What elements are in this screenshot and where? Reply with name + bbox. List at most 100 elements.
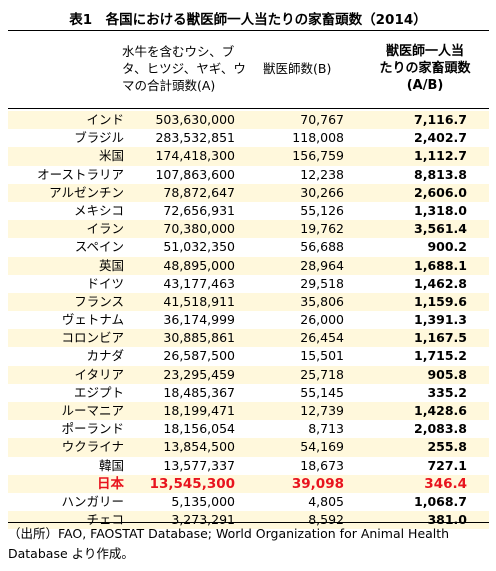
ratio-cell: 1,428.6 — [414, 403, 467, 418]
vets-cell: 12,238 — [300, 166, 344, 182]
country-cell: フランス — [74, 293, 124, 309]
header-ratio-line: (A/B) — [406, 78, 444, 93]
vets-cell: 55,126 — [300, 202, 344, 218]
country-cell: 米国 — [98, 148, 124, 164]
table-row: ルーマニア 18,199,471 12,739 1,428.6 — [8, 402, 489, 421]
country-cell: コロンビア — [61, 330, 124, 346]
ratio-cell: 2,083.8 — [414, 421, 467, 437]
ratio-cell: 1,715.2 — [414, 348, 467, 364]
vets-cell: 4,805 — [308, 493, 344, 509]
table-row: オーストラリア 107,863,600 12,238 8,813.8 — [8, 166, 489, 184]
animals-cell: 36,174,999 — [163, 312, 235, 328]
animals-cell: 48,895,000 — [163, 257, 235, 273]
header-animals: 水牛を含むウシ、ブ タ、ヒツジ、ヤギ、ウ マの合計頭数(A) — [122, 43, 272, 94]
country-cell: イタリア — [74, 366, 124, 382]
table-row: コロンビア 30,885,861 26,454 1,167.5 — [8, 329, 489, 348]
ratio-cell: 1,391.3 — [414, 312, 467, 328]
country-cell: 韓国 — [98, 457, 124, 473]
ratio-cell: 7,116.7 — [414, 112, 467, 127]
country-cell: ハンガリー — [61, 493, 124, 509]
table-row: アルゼンチン 78,872,647 30,266 2,606.0 — [8, 183, 489, 202]
animals-cell: 72,656,931 — [163, 202, 235, 218]
country-cell: チェコ — [86, 512, 124, 528]
table-row: ブラジル 283,532,851 118,008 2,402.7 — [8, 129, 489, 147]
header-animals-line: マの合計頭数(A) — [122, 78, 216, 93]
table-row: チェコ 3,273,291 8,592 381.0 — [8, 511, 489, 530]
header-ratio-line: 獣医師一人当 — [385, 44, 464, 59]
vets-cell: 70,767 — [300, 112, 344, 127]
animals-cell: 174,418,300 — [155, 148, 235, 164]
vets-cell: 156,759 — [292, 148, 344, 164]
animals-cell: 107,863,600 — [155, 166, 235, 182]
header-ratio: 獣医師一人当 たりの家畜頭数 (A/B) — [365, 43, 485, 94]
animals-cell: 30,885,861 — [163, 330, 235, 346]
table-row: エジプト 18,485,367 55,145 335.2 — [8, 384, 489, 402]
animals-cell: 283,532,851 — [155, 130, 235, 146]
ratio-cell: 905.8 — [427, 366, 467, 382]
country-cell: ルーマニア — [61, 403, 124, 418]
animals-cell: 5,135,000 — [171, 493, 235, 509]
table-row: インド 503,630,000 70,767 7,116.7 — [8, 111, 489, 130]
animals-cell: 3,273,291 — [171, 512, 235, 528]
footnote: （出所）FAO, FAOSTAT Database; World Organiz… — [8, 524, 488, 564]
animals-cell: 18,199,471 — [163, 403, 235, 418]
country-cell: ブラジル — [74, 130, 124, 146]
animals-cell: 43,177,463 — [163, 275, 235, 291]
ratio-cell: 335.2 — [427, 384, 467, 400]
ratio-cell: 1,112.7 — [414, 148, 467, 164]
country-cell: インド — [86, 112, 124, 127]
table-row: メキシコ 72,656,931 55,126 1,318.0 — [8, 202, 489, 220]
table-row: 韓国 13,577,337 18,673 727.1 — [8, 457, 489, 475]
vets-cell: 29,518 — [300, 275, 344, 291]
country-cell: 日本 — [97, 475, 124, 492]
animals-cell: 23,295,459 — [163, 366, 235, 382]
vets-cell: 12,739 — [300, 403, 344, 418]
ratio-cell: 1,068.7 — [414, 493, 467, 509]
table-title: 表1 各国における獣医師一人当たりの家畜頭数（2014） — [69, 12, 427, 28]
ratio-cell: 900.2 — [427, 239, 467, 255]
animals-cell: 78,872,647 — [163, 184, 235, 200]
table-row: 日本 13,545,300 39,098 346.4 — [8, 474, 489, 493]
ratio-cell: 2,606.0 — [414, 184, 467, 200]
country-cell: カナダ — [86, 348, 124, 364]
animals-cell: 41,518,911 — [163, 293, 235, 309]
vets-cell: 26,454 — [300, 330, 344, 346]
animals-cell: 13,545,300 — [149, 475, 235, 492]
animals-cell: 503,630,000 — [155, 112, 235, 127]
vets-cell: 35,806 — [300, 293, 344, 309]
country-cell: アルゼンチン — [49, 184, 124, 200]
ratio-cell: 346.4 — [424, 475, 467, 492]
top-rule — [8, 30, 489, 31]
header-animals-line: 水牛を含むウシ、ブ — [122, 44, 235, 59]
vets-cell: 56,688 — [300, 239, 344, 255]
vets-cell: 54,169 — [300, 439, 344, 455]
country-cell: オーストラリア — [37, 166, 124, 182]
table-row: ヴェトナム 36,174,999 26,000 1,391.3 — [8, 311, 489, 329]
animals-cell: 26,587,500 — [163, 348, 235, 364]
ratio-cell: 1,159.6 — [414, 293, 467, 309]
table-row: カナダ 26,587,500 15,501 1,715.2 — [8, 347, 489, 365]
table-row: スペイン 51,032,350 56,688 900.2 — [8, 238, 489, 256]
country-cell: メキシコ — [73, 202, 124, 218]
country-cell: ドイツ — [86, 275, 124, 291]
vets-cell: 18,673 — [300, 457, 344, 473]
country-cell: 英国 — [98, 257, 124, 273]
ratio-cell: 3,561.4 — [414, 221, 467, 237]
animals-cell: 13,854,500 — [163, 439, 235, 455]
ratio-cell: 255.8 — [427, 439, 467, 455]
country-cell: ヴェトナム — [61, 312, 124, 328]
animals-cell: 70,380,000 — [163, 221, 235, 237]
footnote-line: （出所）FAO, FAOSTAT Database; World Organiz… — [8, 526, 450, 541]
vets-cell: 28,964 — [300, 257, 344, 273]
vets-cell: 19,762 — [300, 221, 344, 237]
table-row: イタリア 23,295,459 25,718 905.8 — [8, 365, 489, 384]
footnote-line: Database より作成。 — [8, 546, 134, 561]
vets-cell: 15,501 — [300, 348, 344, 364]
animals-cell: 13,577,337 — [163, 457, 235, 473]
bottom-rule — [8, 522, 489, 523]
ratio-cell: 8,813.8 — [414, 166, 467, 182]
animals-cell: 18,485,367 — [163, 384, 235, 400]
vets-cell: 26,000 — [300, 312, 344, 328]
vets-cell: 118,008 — [292, 130, 344, 146]
country-cell: イラン — [86, 221, 124, 237]
